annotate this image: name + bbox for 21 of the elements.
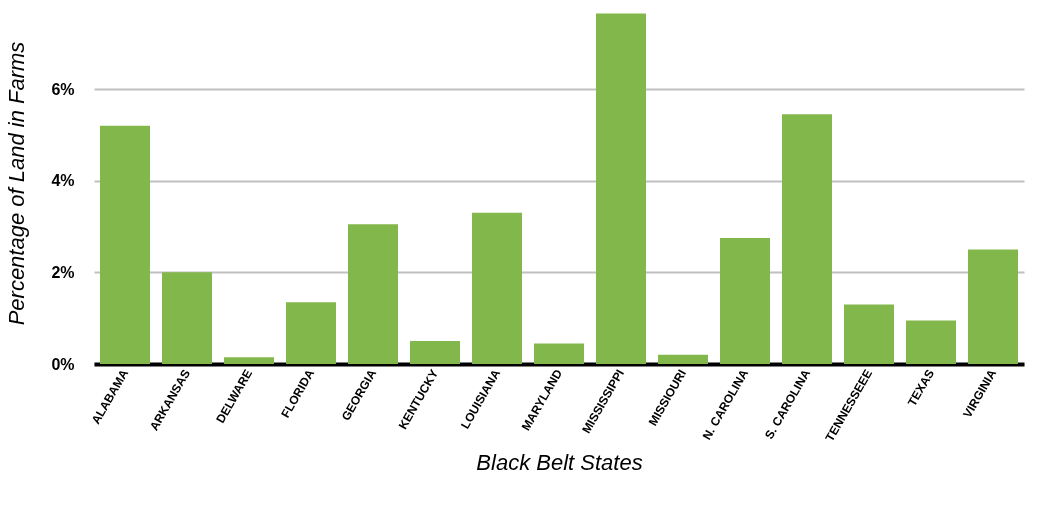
x-axis-title: Black Belt States [476, 450, 643, 476]
bar [534, 343, 584, 364]
y-axis-title: Percentage of Land in Farms [4, 41, 30, 326]
bar [968, 249, 1018, 364]
bar [658, 354, 708, 364]
bar [162, 272, 212, 364]
y-tick-label: 2% [51, 263, 75, 281]
bar [100, 125, 150, 364]
bar [782, 114, 832, 364]
y-tick-label: 4% [51, 172, 75, 190]
bar [596, 13, 646, 364]
bar [348, 224, 398, 364]
bar [906, 320, 956, 364]
bar [472, 212, 522, 364]
bar [224, 357, 274, 364]
bar [844, 304, 894, 364]
bar [720, 237, 770, 364]
bar [286, 302, 336, 364]
y-tick-label: 6% [51, 80, 75, 98]
bar [410, 341, 460, 364]
y-tick-label: 0% [51, 355, 75, 373]
